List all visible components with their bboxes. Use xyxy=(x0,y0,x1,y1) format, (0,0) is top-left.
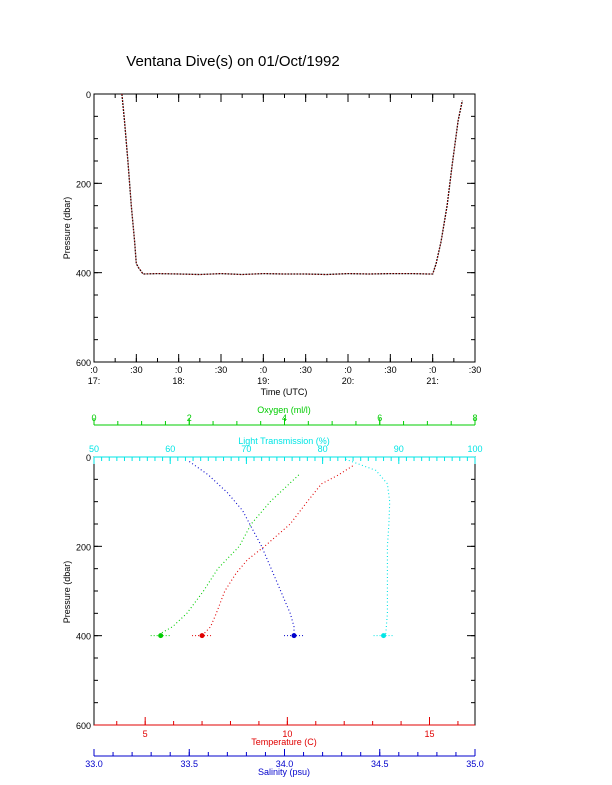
salinity-axis-tick-label: 34.0 xyxy=(276,759,294,769)
profile-series xyxy=(150,458,394,639)
top-x-tick-hour-label: 17: xyxy=(88,376,101,386)
top-x-tick-label: :30 xyxy=(299,365,312,375)
oxygen-axis-tick-label: 6 xyxy=(377,413,382,423)
bottom-ylabel: Pressure (dbar) xyxy=(62,561,72,624)
transmission-axis-label: Light Transmission (%) xyxy=(238,436,330,446)
top-x-tick-label: :0 xyxy=(90,365,98,375)
top-x-tick-hour-label: 20: xyxy=(342,376,355,386)
oxygen-axis-label: Oxygen (ml/l) xyxy=(257,405,311,415)
salinity-axis-tick-label: 33.5 xyxy=(180,759,198,769)
oxygen-axis-tick-label: 0 xyxy=(91,413,96,423)
oxygen-profile xyxy=(160,474,300,636)
oxygen-axis-tick-label: 4 xyxy=(282,413,287,423)
salinity-axis-label: Salinity (psu) xyxy=(258,767,310,777)
bottom-plot-frame xyxy=(93,456,476,726)
salinity-profile xyxy=(188,461,295,636)
top-y-tick-label: 0 xyxy=(86,90,91,100)
top-x-tick-label: :0 xyxy=(429,365,437,375)
dive-trace-black xyxy=(121,93,463,276)
bottom-y-tick-label: 400 xyxy=(76,632,91,642)
top-x-axis: :017::30:018::30:019::30:020::30:021::30 xyxy=(88,94,482,386)
top-x-tick-label: :30 xyxy=(215,365,228,375)
profile-panel: 0 200 400 600 0 2 4 6 8 50 60 70 80 90 100 5 10 15 33.… xyxy=(62,405,484,777)
top-y-tick-label: 200 xyxy=(76,179,91,189)
transmission-axis-tick-label: 50 xyxy=(89,444,99,454)
oxygen-axis: 0 2 4 6 8 xyxy=(91,413,478,426)
top-xlabel: Time (UTC) xyxy=(261,387,308,397)
transmission-axis-tick-label: 100 xyxy=(467,444,482,454)
temperature-axis-tick-label: 15 xyxy=(424,729,434,739)
transmission-profile xyxy=(345,458,391,637)
transmission-axis-tick-label: 90 xyxy=(394,444,404,454)
transmission-axis: 50 60 70 80 90 100 xyxy=(89,444,483,464)
oxygen-axis-tick-label: 8 xyxy=(472,413,477,423)
top-x-tick-label: :0 xyxy=(175,365,183,375)
salinity-axis-tick-label: 34.5 xyxy=(371,759,389,769)
dive-trace xyxy=(121,93,463,276)
bottom-y-axis: 0 200 400 600 xyxy=(76,453,475,731)
top-plot-frame xyxy=(93,93,476,363)
bottom-y-tick-label: 200 xyxy=(76,542,91,552)
top-x-tick-hour-label: 19: xyxy=(257,376,270,386)
transmission-axis-tick-label: 60 xyxy=(165,444,175,454)
temperature-profile xyxy=(201,465,353,637)
top-x-tick-label: :30 xyxy=(130,365,143,375)
oxygen-axis-tick-label: 2 xyxy=(187,413,192,423)
temperature-axis-tick-label: 5 xyxy=(143,729,148,739)
top-y-tick-label: 600 xyxy=(76,358,91,368)
bottom-y-tick-label: 600 xyxy=(76,721,91,731)
top-x-tick-label: :30 xyxy=(469,365,482,375)
transmission-axis-tick-label: 70 xyxy=(241,444,251,454)
top-x-tick-hour-label: 18: xyxy=(172,376,185,386)
top-x-tick-label: :0 xyxy=(344,365,352,375)
top-x-tick-hour-label: 21: xyxy=(426,376,439,386)
top-x-tick-label: :30 xyxy=(384,365,397,375)
top-y-axis: 0 200 400 600 xyxy=(76,90,475,368)
temperature-axis-tick-label: 10 xyxy=(282,729,292,739)
bottom-y-tick-label: 0 xyxy=(86,453,91,463)
figure-title: Ventana Dive(s) on 01/Oct/1992 xyxy=(126,53,339,70)
temperature-axis: 5 10 15 xyxy=(94,717,475,739)
salinity-axis-tick-label: 33.0 xyxy=(85,759,103,769)
salinity-axis-tick-label: 35.0 xyxy=(466,759,484,769)
top-ylabel: Pressure (dbar) xyxy=(62,197,72,260)
dive-trace-red xyxy=(121,93,463,275)
temperature-axis-label: Temperature (C) xyxy=(251,737,317,747)
salinity-axis: 33.0 33.5 34.0 34.5 35.0 xyxy=(85,749,484,769)
transmission-axis-tick-label: 80 xyxy=(318,444,328,454)
top-x-tick-label: :0 xyxy=(260,365,268,375)
top-y-tick-label: 400 xyxy=(76,269,91,279)
